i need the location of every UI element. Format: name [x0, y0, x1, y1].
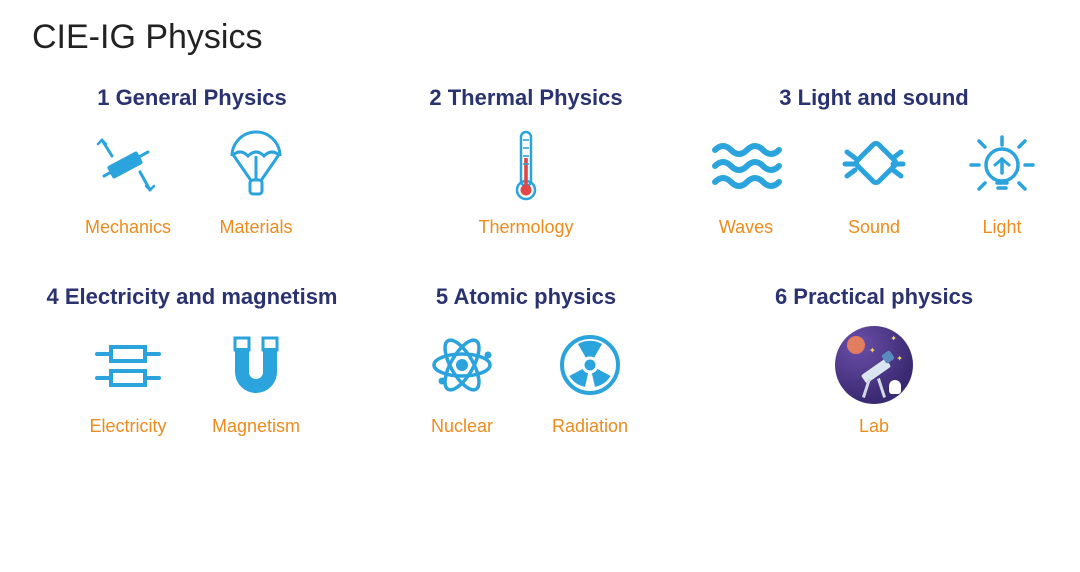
- item-radiation[interactable]: Radiation: [542, 328, 638, 437]
- section-atomic-physics: 5 Atomic physics Nuclear: [364, 284, 688, 437]
- item-label: Mechanics: [85, 217, 171, 238]
- section-title: 2 Thermal Physics: [429, 85, 622, 111]
- item-label: Lab: [859, 416, 889, 437]
- section-items: ✦ ✦ ✦ Lab: [826, 328, 922, 437]
- item-light[interactable]: Light: [954, 129, 1050, 238]
- mechanics-icon: [88, 129, 168, 203]
- item-thermology[interactable]: Thermology: [478, 129, 574, 238]
- item-materials[interactable]: Materials: [208, 129, 304, 238]
- item-electricity[interactable]: Electricity: [80, 328, 176, 437]
- item-mechanics[interactable]: Mechanics: [80, 129, 176, 238]
- radiation-icon: [550, 328, 630, 402]
- thermometer-icon: [486, 129, 566, 203]
- section-title: 4 Electricity and magnetism: [47, 284, 338, 310]
- waves-icon: [706, 129, 786, 203]
- item-label: Nuclear: [431, 416, 493, 437]
- section-items: Waves S: [698, 129, 1050, 238]
- item-magnetism[interactable]: Magnetism: [208, 328, 304, 437]
- item-label: Materials: [219, 217, 292, 238]
- magnet-icon: [216, 328, 296, 402]
- atom-icon: [422, 328, 502, 402]
- item-lab[interactable]: ✦ ✦ ✦ Lab: [826, 328, 922, 437]
- item-label: Electricity: [89, 416, 166, 437]
- section-electricity-magnetism: 4 Electricity and magnetism: [30, 284, 354, 437]
- section-title: 1 General Physics: [97, 85, 287, 111]
- section-items: Mechanics Materials: [80, 129, 304, 238]
- lightbulb-icon: [962, 129, 1042, 203]
- sections-grid: 1 General Physics Mechan: [30, 85, 1050, 437]
- section-title: 5 Atomic physics: [436, 284, 616, 310]
- section-items: Thermology: [478, 129, 574, 238]
- lab-icon: ✦ ✦ ✦: [834, 328, 914, 402]
- section-title: 3 Light and sound: [779, 85, 968, 111]
- item-nuclear[interactable]: Nuclear: [414, 328, 510, 437]
- item-label: Magnetism: [212, 416, 300, 437]
- section-light-and-sound: 3 Light and sound Waves: [698, 85, 1050, 238]
- section-title: 6 Practical physics: [775, 284, 973, 310]
- section-thermal-physics: 2 Thermal Physics: [364, 85, 688, 238]
- page-title: CIE-IG Physics: [32, 18, 1050, 57]
- section-general-physics: 1 General Physics Mechan: [30, 85, 354, 238]
- item-label: Sound: [848, 217, 900, 238]
- item-waves[interactable]: Waves: [698, 129, 794, 238]
- item-sound[interactable]: Sound: [826, 129, 922, 238]
- section-items: Electricity Magnetism: [80, 328, 304, 437]
- section-practical-physics: 6 Practical physics ✦ ✦ ✦ Lab: [698, 284, 1050, 437]
- item-label: Thermology: [478, 217, 573, 238]
- resistor-icon: [88, 328, 168, 402]
- section-items: Nuclear Radiati: [414, 328, 638, 437]
- item-label: Light: [982, 217, 1021, 238]
- item-label: Waves: [719, 217, 773, 238]
- parachute-icon: [216, 129, 296, 203]
- item-label: Radiation: [552, 416, 628, 437]
- sound-icon: [834, 129, 914, 203]
